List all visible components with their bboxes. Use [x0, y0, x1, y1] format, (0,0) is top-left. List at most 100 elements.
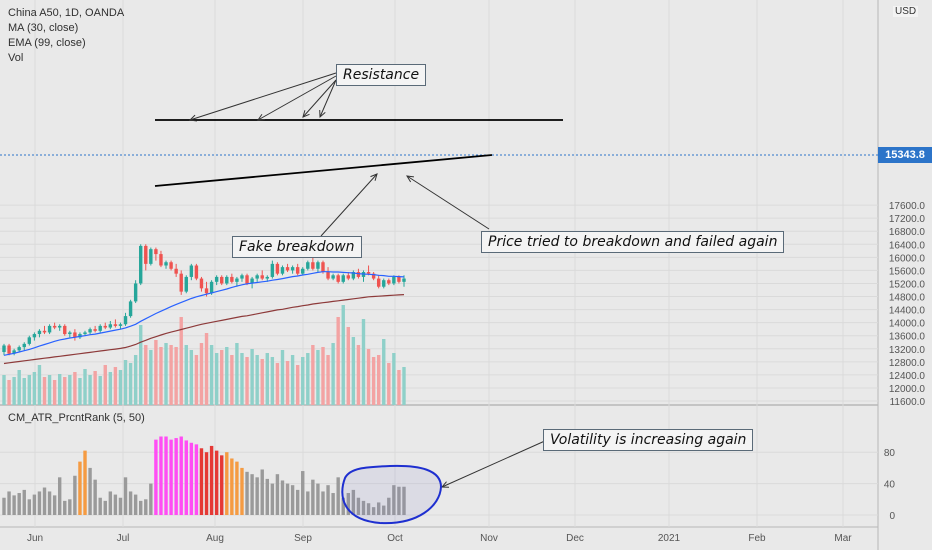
candle-body — [159, 254, 163, 266]
atr-bar — [78, 461, 82, 515]
support-trendline — [154, 154, 493, 187]
candle-body — [73, 332, 77, 338]
candle-body — [209, 281, 214, 294]
atr-bar — [326, 485, 330, 515]
atr-bar — [22, 489, 26, 515]
volume-bar — [230, 355, 234, 405]
indicator-label: CM_ATR_PrcntRank (5, 50) — [8, 412, 145, 424]
candle-body — [78, 334, 82, 338]
atr-bar — [230, 458, 234, 515]
volume-bar — [179, 317, 183, 405]
volume-bar — [17, 370, 21, 405]
annotation-arrow-line — [302, 79, 337, 118]
atr-bar — [68, 499, 72, 515]
atr-bar — [361, 500, 366, 515]
price-axis-label: 16800.0 — [889, 227, 926, 238]
volume-bar — [265, 353, 269, 405]
volume-bar — [361, 319, 366, 405]
volume-bar — [32, 372, 37, 405]
volume-bar — [326, 355, 330, 405]
volume-bar — [331, 343, 335, 405]
volume-bar — [245, 357, 249, 405]
atr-bar — [402, 486, 406, 515]
atr-bar — [214, 450, 219, 515]
atr-bar — [366, 503, 371, 515]
volume-bar — [184, 345, 188, 405]
price-axis-label: 11600.0 — [890, 397, 926, 408]
volume-bar — [98, 376, 102, 405]
annotation-arrowhead — [188, 114, 198, 122]
volume-bar — [346, 327, 351, 405]
volume-bar — [306, 353, 310, 405]
price-note: Price tried to breakdown and failed agai… — [481, 231, 785, 253]
volume-bar — [27, 375, 32, 405]
price-axis-label: 17600.0 — [889, 201, 926, 212]
candle-body — [83, 332, 87, 335]
volume-bar — [118, 370, 123, 405]
candle-body — [123, 316, 128, 325]
atr-bar — [204, 452, 209, 515]
atr-bar — [280, 480, 285, 515]
candle-body — [214, 276, 219, 282]
atr-bar — [265, 478, 269, 515]
candle-body — [331, 275, 335, 279]
ema-99-line — [3, 294, 405, 365]
candle-body — [402, 278, 406, 282]
price-axis-label: 12800.0 — [889, 358, 926, 369]
currency-label: USD — [893, 6, 919, 17]
atr-bar — [47, 491, 52, 515]
volume-bar — [113, 367, 118, 405]
candle-body — [392, 276, 396, 284]
price-axis-label: 14000.0 — [889, 319, 926, 330]
volume-bar — [260, 359, 264, 405]
annotation-arrow-line — [320, 173, 378, 237]
atr-bar — [306, 491, 310, 515]
resistance-note: Resistance — [336, 64, 427, 86]
candle-body — [321, 262, 325, 273]
candle-body — [270, 263, 275, 277]
atr-bar — [341, 497, 345, 515]
volume-bar — [290, 355, 295, 405]
candle-body — [220, 276, 224, 284]
legend-ema: EMA (99, close) — [8, 37, 86, 49]
atr-bar — [63, 500, 67, 515]
volume-bar — [270, 357, 275, 405]
volume-bar — [88, 375, 92, 405]
volume-bar — [103, 365, 107, 405]
volume-bar — [371, 357, 376, 405]
volume-bar — [174, 347, 178, 405]
price-axis-label: 14800.0 — [889, 293, 926, 304]
candle-body — [7, 345, 11, 354]
candle-body — [346, 275, 351, 279]
atr-bar — [387, 497, 391, 515]
atr-bar — [93, 479, 97, 515]
atr-bar — [2, 497, 6, 515]
candle-body — [194, 265, 199, 279]
candle-body — [301, 268, 305, 274]
volume-bar — [316, 350, 320, 405]
atr-bar — [118, 497, 123, 515]
atr-bar — [57, 477, 62, 515]
indicator-axis-label: 40 — [884, 480, 896, 491]
volume-bar — [22, 378, 26, 405]
candle-body — [88, 329, 92, 333]
volume-bar — [301, 357, 305, 405]
atr-bar — [32, 494, 37, 515]
candle-body — [32, 334, 37, 338]
candle-body — [306, 262, 310, 269]
atr-bar — [356, 497, 361, 515]
volume-bar — [250, 349, 254, 405]
atr-bar — [260, 469, 264, 515]
atr-bar — [397, 486, 401, 515]
indicator-axis-label: 80 — [884, 448, 896, 459]
volume-bar — [194, 355, 199, 405]
atr-bar — [220, 455, 224, 515]
volume-bar — [351, 337, 356, 405]
candle-body — [37, 330, 42, 335]
volume-bar — [169, 345, 173, 405]
candle-body — [57, 325, 62, 328]
volume-bar — [2, 375, 6, 405]
volume-bar — [133, 355, 138, 405]
volume-bar — [240, 353, 244, 405]
candle-body — [351, 272, 356, 279]
